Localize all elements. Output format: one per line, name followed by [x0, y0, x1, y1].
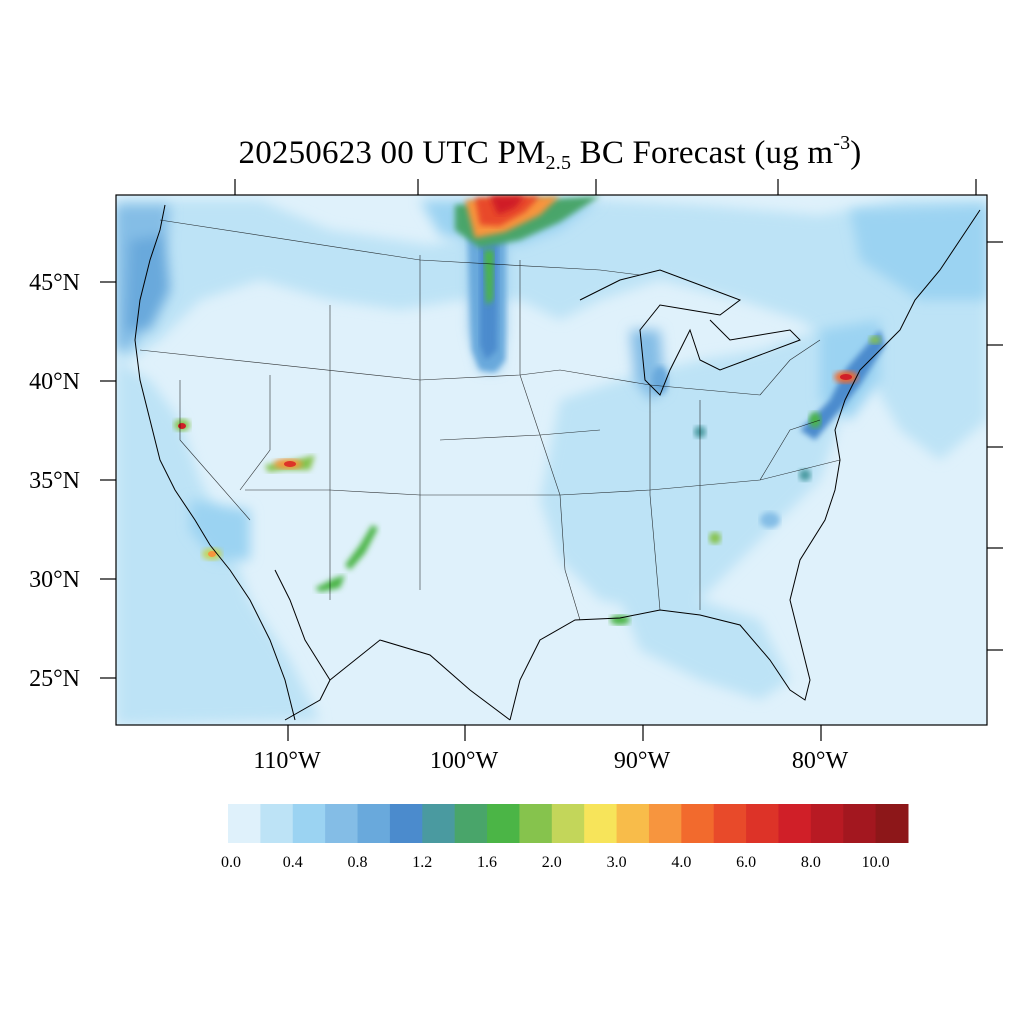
lat-label: 45°N [29, 270, 80, 296]
colorbar-label: 10.0 [862, 854, 890, 871]
plume-northeast [799, 330, 885, 481]
lat-label: 40°N [29, 369, 80, 395]
title-suffix: ) [850, 135, 862, 171]
map-field [116, 195, 987, 725]
colorbar-swatch [519, 804, 553, 843]
latitude-labels: 45°N 40°N 35°N 30°N 25°N [29, 270, 80, 692]
colorbar-swatch [616, 804, 650, 843]
colorbar-swatch [713, 804, 747, 843]
colorbar-label: 6.0 [736, 854, 756, 871]
lon-label: 100°W [430, 748, 499, 774]
map-title: 20250623 00 UTC PM2.5 BC Forecast (ug m-… [0, 118, 1024, 188]
lon-label: 80°W [792, 748, 849, 774]
colorbar-swatch [228, 804, 261, 843]
colorbar-swatch [292, 804, 326, 843]
colorbar-swatch [325, 804, 359, 843]
colorbar-swatch [357, 804, 391, 843]
colorbar-swatch [778, 804, 812, 843]
map-frame [115, 194, 988, 726]
colorbar-label: 0.0 [221, 854, 241, 871]
lat-label: 25°N [29, 666, 80, 692]
hotspots-west [174, 419, 378, 592]
lat-label: 35°N [29, 468, 80, 494]
lon-label: 110°W [253, 748, 321, 774]
colorbar-swatch [875, 804, 909, 843]
colorbar-swatch [422, 804, 456, 843]
colorbar-swatch [648, 804, 682, 843]
lat-label: 30°N [29, 567, 80, 593]
colorbar-swatch [454, 804, 488, 843]
colorbar-label: 0.4 [283, 854, 303, 871]
colorbar-label: 8.0 [801, 854, 821, 871]
colorbar-swatch [810, 804, 844, 843]
colorbar-swatch [746, 804, 779, 843]
colorbar-swatch [584, 804, 618, 843]
title-subscript: 2.5 [545, 152, 572, 174]
colorbar-swatch [487, 804, 520, 843]
colorbar-label: 4.0 [671, 854, 691, 871]
plume-north-central [455, 196, 600, 372]
colorbar-label: 1.6 [477, 854, 497, 871]
colorbar-swatch [389, 804, 423, 843]
lon-label: 90°W [614, 748, 671, 774]
title-middle: BC Forecast (ug m [571, 135, 834, 171]
title-superscript: -3 [833, 132, 851, 154]
colorbar-swatch [843, 804, 877, 843]
colorbar-swatch [551, 804, 585, 843]
colorbar-label: 3.0 [607, 854, 627, 871]
colorbar: 0.0 0.4 0.8 1.2 1.6 2.0 3.0 4.0 6.0 8.0 10.0 [221, 804, 909, 871]
state-borders [139, 219, 841, 621]
title-prefix: 20250623 00 UTC PM [238, 135, 546, 171]
coastline [134, 204, 981, 721]
colorbar-label: 0.8 [348, 854, 368, 871]
longitude-labels: 110°W 100°W 90°W 80°W [253, 748, 848, 774]
map-ticks [100, 179, 1003, 741]
colorbar-label: 2.0 [542, 854, 562, 871]
colorbar-swatch [260, 804, 294, 843]
colorbar-swatch [681, 804, 715, 843]
great-lakes [579, 269, 801, 396]
colorbar-label: 1.2 [412, 854, 432, 871]
